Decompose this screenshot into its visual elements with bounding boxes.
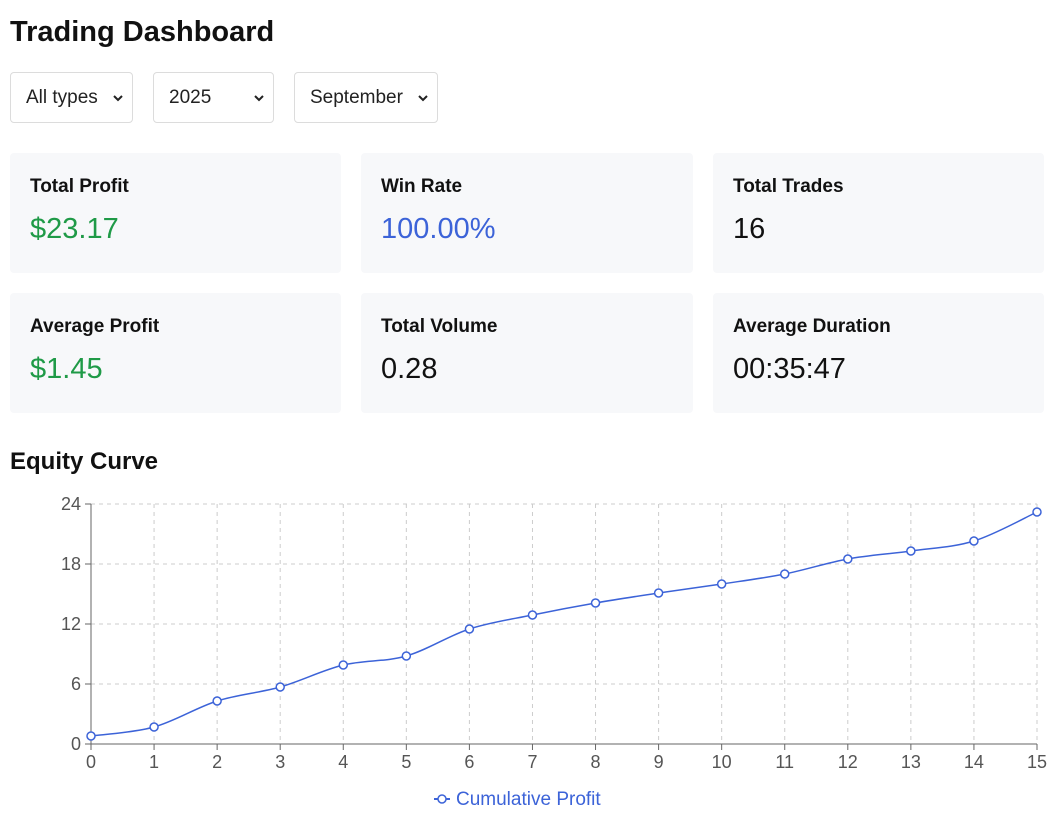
chevron-down-icon bbox=[254, 94, 264, 101]
chevron-down-icon bbox=[418, 94, 428, 101]
stat-label: Average Duration bbox=[733, 316, 891, 337]
stat-label: Total Trades bbox=[733, 176, 844, 197]
stat-label: Win Rate bbox=[381, 176, 463, 197]
stat-value: 0.28 bbox=[381, 353, 438, 385]
stat-label: Average Profit bbox=[30, 316, 160, 337]
data-point bbox=[590, 598, 601, 608]
y-tick-label: 18 bbox=[61, 554, 81, 574]
equity-curve-title: Equity Curve bbox=[10, 448, 159, 475]
data-point bbox=[401, 651, 412, 661]
x-tick-label: 8 bbox=[591, 752, 601, 772]
x-tick-label: 3 bbox=[275, 752, 285, 772]
data-point bbox=[653, 588, 664, 598]
data-point bbox=[779, 569, 790, 579]
x-tick-label: 9 bbox=[654, 752, 664, 772]
stat-value: $1.45 bbox=[30, 353, 103, 385]
stat-value: 100.00% bbox=[381, 213, 496, 245]
stat-value: 00:35:47 bbox=[733, 353, 846, 385]
data-point bbox=[1032, 507, 1042, 517]
data-point bbox=[212, 696, 222, 706]
data-point bbox=[86, 731, 96, 741]
data-point bbox=[464, 624, 475, 634]
type-select-value: All types bbox=[26, 86, 98, 108]
y-tick-label: 0 bbox=[71, 734, 81, 754]
year-select[interactable]: 2025 bbox=[153, 72, 274, 123]
data-point bbox=[275, 682, 285, 692]
x-tick-label: 5 bbox=[401, 752, 411, 772]
x-tick-label: 2 bbox=[212, 752, 222, 772]
x-tick-label: 4 bbox=[338, 752, 348, 772]
data-point bbox=[149, 722, 159, 732]
series-line-cumulative-profit bbox=[90, 511, 1038, 737]
legend-label: Cumulative Profit bbox=[456, 789, 601, 810]
stat-card-average-duration: Average Duration 00:35:47 bbox=[713, 293, 1044, 413]
data-point bbox=[716, 579, 727, 589]
stat-value: 16 bbox=[733, 213, 766, 245]
stat-card-total-volume: Total Volume 0.28 bbox=[361, 293, 693, 413]
legend-marker-icon bbox=[437, 794, 447, 804]
data-point bbox=[338, 660, 349, 670]
data-point bbox=[969, 536, 979, 546]
x-tick-label: 6 bbox=[464, 752, 474, 772]
y-tick-label: 6 bbox=[71, 674, 81, 694]
stat-card-total-trades: Total Trades 16 bbox=[713, 153, 1044, 273]
x-tick-label: 12 bbox=[838, 752, 858, 772]
x-tick-label: 13 bbox=[901, 752, 921, 772]
type-select[interactable]: All types bbox=[10, 72, 133, 123]
data-point bbox=[843, 554, 853, 564]
x-tick-label: 14 bbox=[964, 752, 984, 772]
x-tick-label: 1 bbox=[149, 752, 159, 772]
data-point bbox=[906, 546, 916, 556]
x-tick-label: 15 bbox=[1027, 752, 1047, 772]
page-title: Trading Dashboard bbox=[10, 16, 275, 48]
data-point bbox=[527, 610, 538, 620]
month-select-value: September bbox=[310, 86, 403, 108]
stat-card-win-rate: Win Rate 100.00% bbox=[361, 153, 693, 273]
x-tick-label: 11 bbox=[775, 752, 794, 772]
x-tick-label: 0 bbox=[86, 752, 96, 772]
year-select-value: 2025 bbox=[169, 86, 212, 108]
x-tick-label: 7 bbox=[527, 752, 537, 772]
stat-value: $23.17 bbox=[30, 213, 119, 245]
stat-label: Total Volume bbox=[381, 316, 498, 337]
stats-grid: Total Profit $23.17 Win Rate 100.00% Tot… bbox=[10, 153, 1044, 413]
y-tick-label: 12 bbox=[61, 614, 81, 634]
chevron-down-icon bbox=[113, 94, 123, 101]
filters-bar: All types 2025 September bbox=[10, 72, 438, 123]
stat-card-total-profit: Total Profit $23.17 bbox=[10, 153, 341, 273]
x-tick-label: 10 bbox=[712, 752, 732, 772]
y-tick-label: 24 bbox=[61, 494, 81, 514]
stat-card-average-profit: Average Profit $1.45 bbox=[10, 293, 341, 413]
stat-label: Total Profit bbox=[30, 176, 129, 197]
month-select[interactable]: September bbox=[294, 72, 438, 123]
